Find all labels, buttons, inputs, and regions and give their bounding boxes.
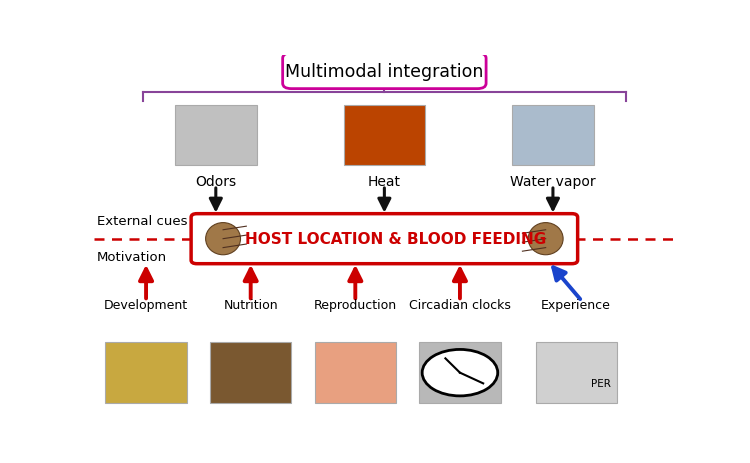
FancyBboxPatch shape bbox=[210, 343, 291, 403]
Text: Multimodal integration: Multimodal integration bbox=[285, 63, 484, 81]
Text: Experience: Experience bbox=[542, 298, 611, 311]
Text: Development: Development bbox=[104, 298, 188, 311]
FancyBboxPatch shape bbox=[175, 106, 256, 166]
FancyBboxPatch shape bbox=[315, 343, 396, 403]
FancyBboxPatch shape bbox=[536, 343, 616, 403]
FancyBboxPatch shape bbox=[283, 54, 486, 89]
Text: Motivation: Motivation bbox=[97, 250, 166, 263]
Text: PER: PER bbox=[591, 379, 610, 388]
Text: Circadian clocks: Circadian clocks bbox=[409, 298, 511, 311]
Ellipse shape bbox=[206, 223, 241, 255]
Circle shape bbox=[422, 350, 498, 396]
Text: Nutrition: Nutrition bbox=[224, 298, 278, 311]
Text: Water vapor: Water vapor bbox=[510, 175, 596, 189]
FancyBboxPatch shape bbox=[191, 214, 578, 264]
Text: External cues: External cues bbox=[97, 215, 188, 228]
FancyBboxPatch shape bbox=[512, 106, 594, 166]
Text: HOST LOCATION & BLOOD FEEDING: HOST LOCATION & BLOOD FEEDING bbox=[245, 232, 547, 247]
Ellipse shape bbox=[528, 223, 563, 255]
FancyBboxPatch shape bbox=[105, 343, 187, 403]
FancyBboxPatch shape bbox=[419, 343, 501, 403]
Text: Odors: Odors bbox=[195, 175, 236, 189]
Text: Reproduction: Reproduction bbox=[314, 298, 397, 311]
Text: Heat: Heat bbox=[368, 175, 400, 189]
FancyBboxPatch shape bbox=[344, 106, 425, 166]
